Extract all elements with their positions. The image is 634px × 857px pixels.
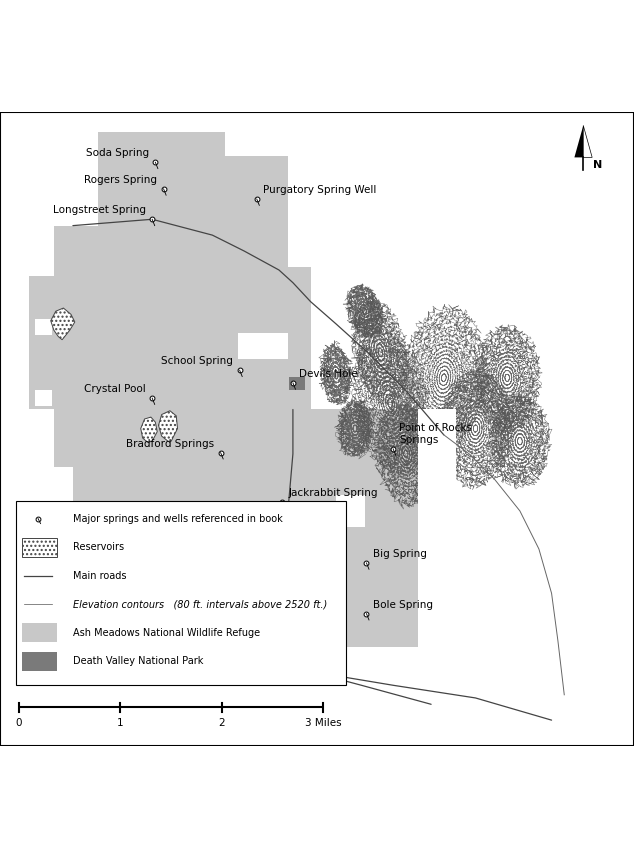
Bar (288, 352, 311, 410)
Bar (250, 666, 418, 688)
Bar (73, 530, 418, 619)
Bar (98, 203, 288, 225)
Text: 1: 1 (117, 717, 124, 728)
Bar (288, 267, 311, 352)
Bar (250, 647, 418, 666)
Bar (73, 225, 293, 530)
Text: Devils Hole: Devils Hole (299, 369, 358, 379)
Polygon shape (583, 125, 592, 158)
Text: School Spring: School Spring (162, 357, 233, 367)
Text: 2: 2 (219, 717, 225, 728)
Text: Ash Meadows National Wildlife Refuge: Ash Meadows National Wildlife Refuge (73, 627, 260, 638)
Text: Big Spring: Big Spring (373, 549, 427, 559)
Bar (54, 225, 73, 466)
Text: Jackrabbit Spring: Jackrabbit Spring (288, 488, 378, 498)
Text: Major springs and wells referenced in book: Major springs and wells referenced in bo… (73, 513, 283, 524)
Bar (336, 647, 355, 666)
Bar (288, 225, 311, 267)
Bar (225, 156, 288, 203)
Bar (73, 530, 105, 574)
Bar (250, 619, 273, 647)
Polygon shape (158, 411, 178, 441)
Text: Crystal Pool: Crystal Pool (84, 384, 146, 394)
Bar (98, 132, 225, 203)
Bar (238, 333, 288, 359)
Bar (29, 225, 54, 276)
Text: Bradford Springs: Bradford Springs (126, 439, 214, 449)
Bar (16, 501, 346, 686)
Text: Point of Rocks
Springs: Point of Rocks Springs (399, 423, 472, 445)
Bar (29, 276, 54, 410)
Polygon shape (51, 308, 75, 339)
Text: 0: 0 (16, 717, 22, 728)
Polygon shape (574, 125, 583, 158)
Bar (225, 132, 288, 156)
Bar (105, 619, 418, 647)
Polygon shape (141, 417, 157, 442)
Bar (105, 647, 250, 688)
Bar (35, 391, 52, 406)
Bar (98, 132, 288, 225)
Text: Rogers Spring: Rogers Spring (84, 175, 157, 185)
Text: Soda Spring: Soda Spring (86, 148, 149, 159)
Text: Purgatory Spring Well: Purgatory Spring Well (263, 185, 377, 195)
Text: N: N (593, 159, 602, 170)
Bar (418, 410, 456, 647)
Text: Death Valley National Park: Death Valley National Park (73, 656, 204, 666)
Bar (336, 647, 418, 666)
Bar (35, 319, 52, 335)
Bar (289, 376, 305, 391)
Polygon shape (98, 132, 288, 267)
Bar (336, 495, 365, 527)
Text: Reservoirs: Reservoirs (73, 542, 124, 552)
Text: Main roads: Main roads (73, 571, 126, 580)
Bar (22, 651, 57, 671)
Bar (22, 537, 57, 556)
Text: Bole Spring: Bole Spring (373, 600, 433, 610)
Text: Elevation contours   (80 ft. intervals above 2520 ft.): Elevation contours (80 ft. intervals abo… (73, 599, 327, 609)
Bar (225, 132, 288, 156)
Text: 3 Miles: 3 Miles (305, 717, 342, 728)
Bar (73, 619, 105, 688)
Bar (250, 410, 418, 530)
Text: Longstreet Spring: Longstreet Spring (53, 206, 146, 215)
Bar (22, 623, 57, 642)
Bar (54, 225, 73, 276)
